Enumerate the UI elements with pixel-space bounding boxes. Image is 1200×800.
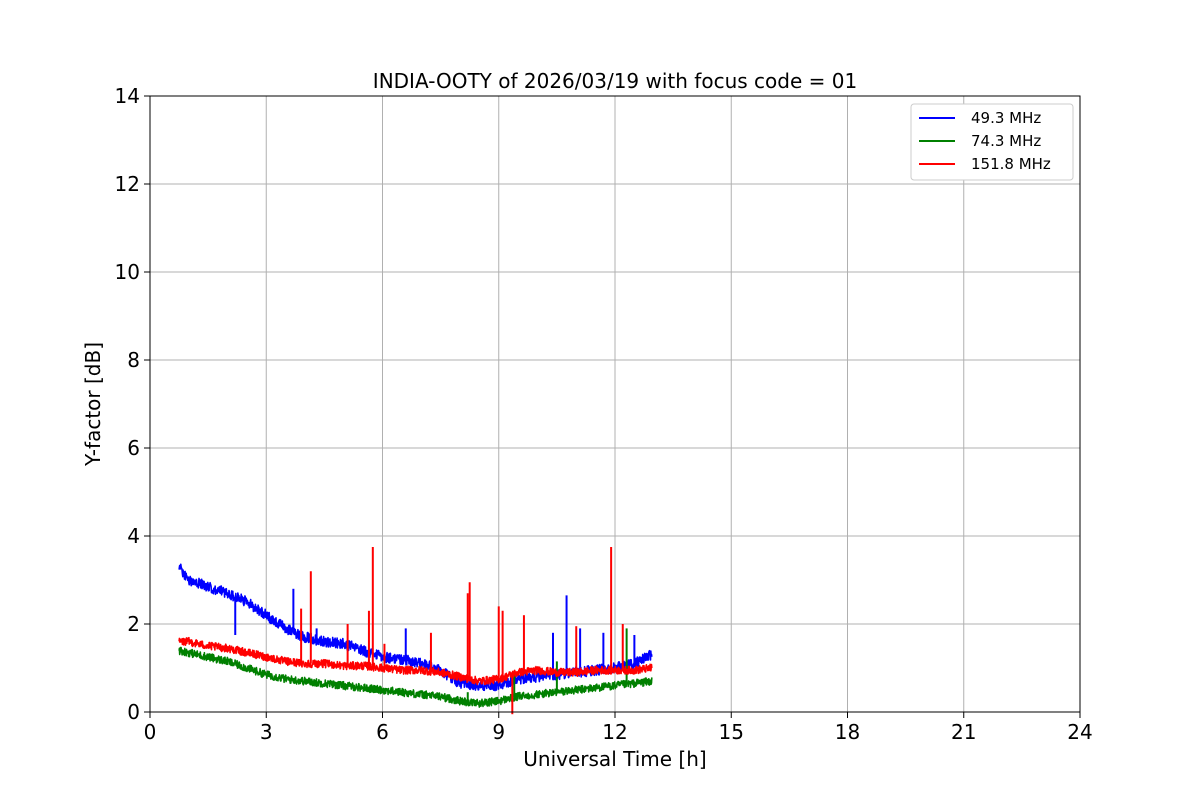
y-tick-label: 2 xyxy=(127,612,140,636)
y-axis: 0 2 4 6 8 10 12 14 xyxy=(115,84,150,724)
chart-title: INDIA-OOTY of 2026/03/19 with focus code… xyxy=(373,69,857,93)
series-line xyxy=(178,636,653,686)
legend-label: 74.3 MHz xyxy=(971,132,1041,150)
x-tick-label: 24 xyxy=(1067,720,1092,744)
y-tick-label: 12 xyxy=(115,172,140,196)
x-axis-label: Universal Time [h] xyxy=(523,747,706,771)
legend-label: 49.3 MHz xyxy=(971,109,1041,127)
y-tick-label: 4 xyxy=(127,524,140,548)
x-tick-label: 3 xyxy=(260,720,273,744)
x-tick-label: 12 xyxy=(602,720,627,744)
x-tick-label: 0 xyxy=(144,720,157,744)
legend: 49.3 MHz 74.3 MHz 151.8 MHz xyxy=(910,103,1074,181)
x-tick-label: 6 xyxy=(376,720,389,744)
series-line xyxy=(178,646,653,708)
legend-box xyxy=(910,103,1074,181)
legend-label: 151.8 MHz xyxy=(971,155,1051,173)
plot-series xyxy=(178,547,653,715)
y-tick-label: 6 xyxy=(127,436,140,460)
x-tick-label: 18 xyxy=(835,720,860,744)
grid xyxy=(150,96,1080,712)
x-tick-label: 9 xyxy=(492,720,505,744)
y-tick-label: 0 xyxy=(127,700,140,724)
x-tick-label: 21 xyxy=(951,720,976,744)
x-tick-label: 15 xyxy=(719,720,744,744)
series-3 xyxy=(178,547,653,715)
x-axis: 0 3 6 9 12 15 18 21 24 xyxy=(144,712,1093,744)
y-axis-label: Y-factor [dB] xyxy=(81,342,105,467)
y-tick-label: 8 xyxy=(127,348,140,372)
y-tick-label: 14 xyxy=(115,84,140,108)
y-tick-label: 10 xyxy=(115,260,140,284)
